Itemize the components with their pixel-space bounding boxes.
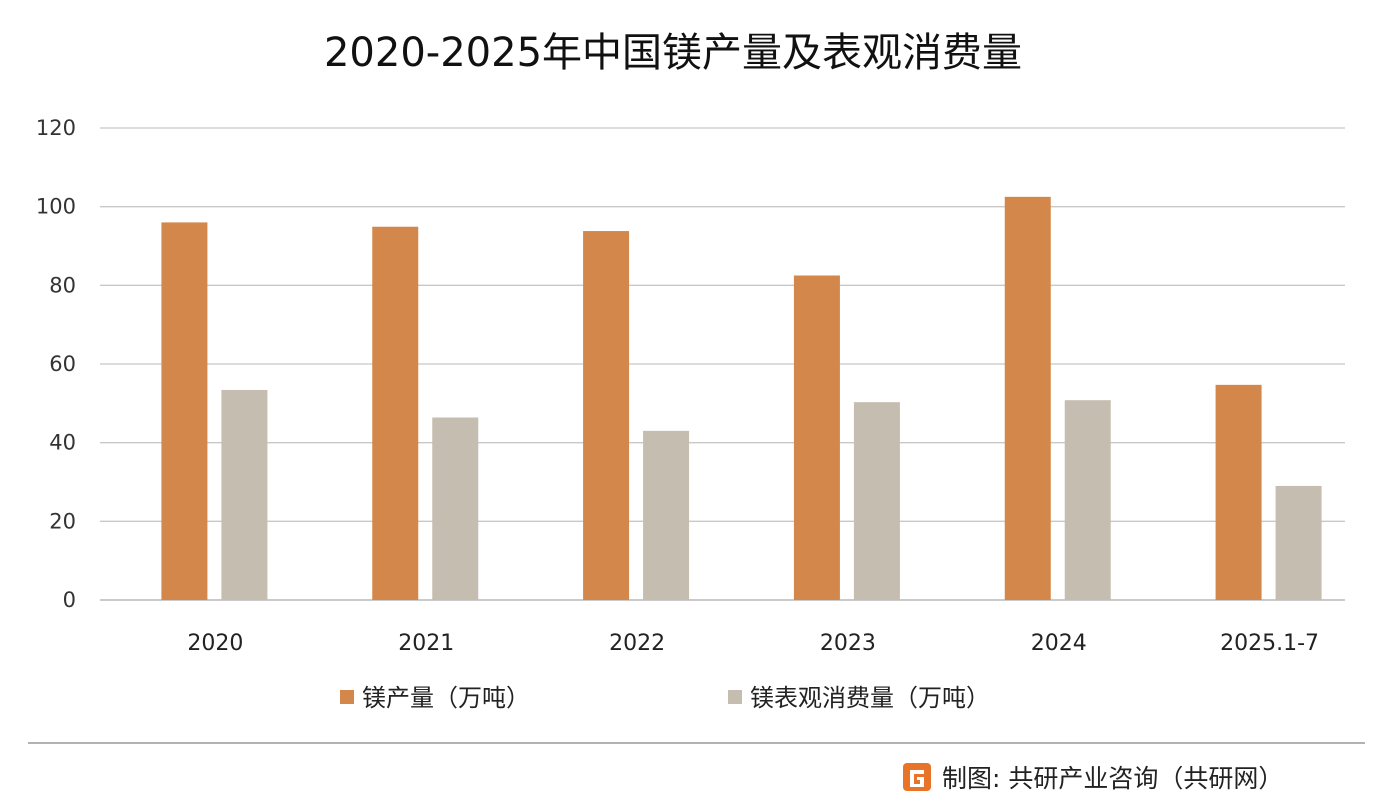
legend-label: 镁产量（万吨） <box>362 684 530 712</box>
bar-consumption <box>432 417 479 600</box>
y-tick-label: 0 <box>63 588 76 612</box>
x-tick-label: 2020 <box>187 631 243 656</box>
y-tick-label: 80 <box>49 273 76 297</box>
bar-production <box>583 231 630 600</box>
bar-production <box>1004 196 1051 601</box>
legend-label: 镁表观消费量（万吨） <box>750 684 990 712</box>
x-tick-label: 2023 <box>820 631 876 656</box>
legend: 镁产量（万吨） 镁表观消费量（万吨） <box>340 684 990 712</box>
bar-production <box>1215 384 1262 600</box>
bar-production <box>793 275 840 600</box>
bar-consumption <box>643 430 690 600</box>
x-tick-label: 2024 <box>1031 631 1087 656</box>
y-tick-label: 60 <box>49 352 76 376</box>
bar-consumption <box>1064 400 1111 600</box>
x-tick-label: 2021 <box>398 631 454 656</box>
legend-swatch <box>340 690 354 704</box>
source-logo-icon <box>903 763 931 791</box>
x-tick-label: 2025.1-7 <box>1220 631 1319 656</box>
chart-title: 2020-2025年中国镁产量及表观消费量 <box>324 30 1022 76</box>
bar-production <box>161 222 208 600</box>
y-tick-label: 100 <box>36 195 76 219</box>
y-tick-label: 40 <box>49 431 76 455</box>
source-credit: 制图: 共研产业咨询（共研网） <box>942 764 1283 793</box>
y-tick-label: 120 <box>36 116 76 140</box>
bar-consumption <box>853 402 900 600</box>
bar-consumption <box>1275 485 1322 600</box>
legend-swatch <box>728 690 742 704</box>
bar-production <box>372 226 419 600</box>
y-tick-label: 20 <box>49 509 76 533</box>
bar-consumption <box>221 389 268 600</box>
x-tick-label: 2022 <box>609 631 665 656</box>
